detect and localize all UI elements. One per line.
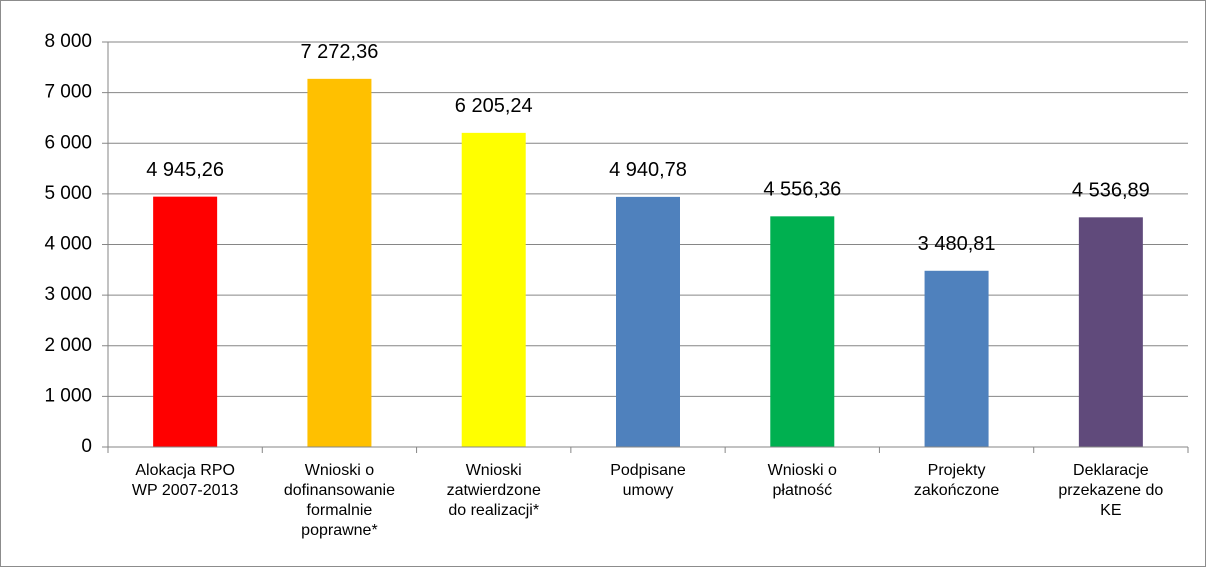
y-tick-label: 0	[81, 436, 92, 457]
x-tick-label: Podpisane umowy	[610, 462, 686, 499]
y-tick-label: 7 000	[44, 82, 92, 103]
data-label: 4 945,26	[146, 159, 224, 181]
bar	[1078, 217, 1143, 447]
y-tick-label: 6 000	[44, 132, 92, 153]
y-tick-label: 2 000	[44, 335, 92, 356]
x-tick-label: Wnioski o płatność	[767, 462, 837, 499]
data-label: 4 536,89	[1072, 180, 1150, 202]
y-tick-label: 5 000	[44, 183, 92, 204]
data-label: 4 556,36	[763, 179, 841, 201]
x-tick-label: Wnioski zatwierdzone do realizacji*	[446, 462, 541, 519]
bar	[307, 78, 372, 447]
y-tick-label: 1 000	[44, 385, 92, 406]
bar	[153, 196, 218, 447]
y-tick-label: 3 000	[44, 284, 92, 305]
y-tick-label: 4 000	[44, 234, 92, 255]
bar	[616, 196, 680, 447]
data-label: 3 480,81	[918, 233, 996, 255]
bar	[461, 132, 526, 447]
data-label: 4 940,78	[609, 159, 687, 181]
x-tick-label: Deklaracje przekazene do KE	[1058, 462, 1164, 519]
x-tick-label: Wnioski o dofinansowanie formalnie popra…	[283, 462, 396, 539]
bar	[924, 270, 989, 447]
x-tick-label: Alokacja RPO WP 2007-2013	[131, 462, 239, 499]
y-tick-label: 8 000	[44, 31, 92, 52]
bar	[770, 216, 835, 447]
data-label: 6 205,24	[455, 95, 533, 117]
data-label: 7 272,36	[300, 41, 378, 63]
x-tick-label: Projekty zakończone	[913, 462, 1000, 499]
